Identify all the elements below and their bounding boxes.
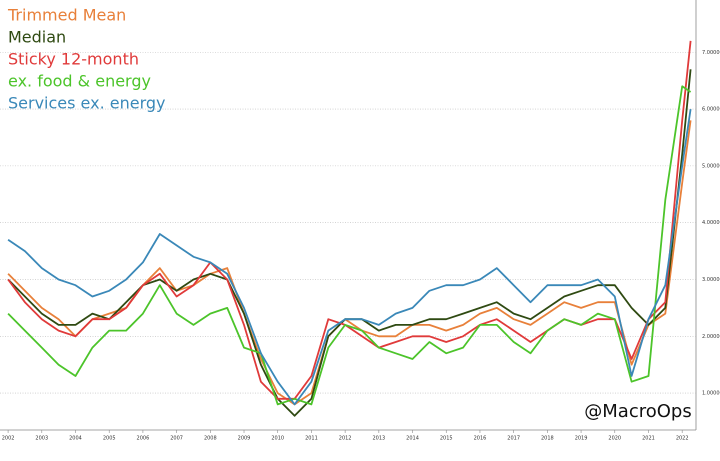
x-tick-label: 2010	[271, 436, 284, 442]
x-tick-label: 2016	[474, 436, 487, 442]
x-tick-label: 2004	[69, 436, 82, 442]
annotation: @MacroOps	[584, 401, 691, 422]
legend-entry: Sticky 12-month	[8, 50, 139, 69]
y-tick-label: 6.00000	[702, 107, 720, 113]
x-tick-label: 2012	[339, 436, 352, 442]
x-tick-label: 2014	[406, 436, 419, 442]
legend-entry: Median	[8, 28, 66, 47]
x-tick-label: 2021	[642, 436, 655, 442]
x-tick-label: 2006	[137, 436, 150, 442]
annotation-box	[586, 398, 690, 426]
x-tick-label: 2015	[440, 436, 453, 442]
x-tick-label: 2020	[608, 436, 621, 442]
series-line	[7, 85, 692, 406]
series-line	[7, 108, 692, 406]
legend-entry: Trimmed Mean	[7, 6, 126, 25]
y-tick-label: 1.00000	[702, 391, 720, 397]
x-tick-label: 2002	[2, 436, 15, 442]
x-tick-label: 2011	[305, 436, 318, 442]
x-tick-label: 2007	[170, 436, 183, 442]
x-tick-label: 2013	[372, 436, 385, 442]
y-tick-label: 5.00000	[702, 163, 720, 169]
legend-entry: ex. food & energy	[8, 72, 151, 91]
y-tick-label: 4.00000	[702, 220, 720, 226]
x-tick-label: 2018	[541, 436, 554, 442]
x-tick-label: 2005	[103, 436, 116, 442]
legend-entry: Services ex. energy	[8, 94, 166, 113]
y-tick-label: 3.00000	[702, 277, 720, 283]
y-tick-label: 2.00000	[702, 334, 720, 340]
x-tick-label: 2003	[35, 436, 48, 442]
y-tick-label: 7.00000	[702, 50, 720, 56]
x-tick-label: 2009	[238, 436, 251, 442]
x-tick-label: 2019	[575, 436, 588, 442]
x-tick-label: 2017	[507, 436, 520, 442]
x-tick-label: 2008	[204, 436, 217, 442]
x-tick-label: 2022	[676, 436, 689, 442]
